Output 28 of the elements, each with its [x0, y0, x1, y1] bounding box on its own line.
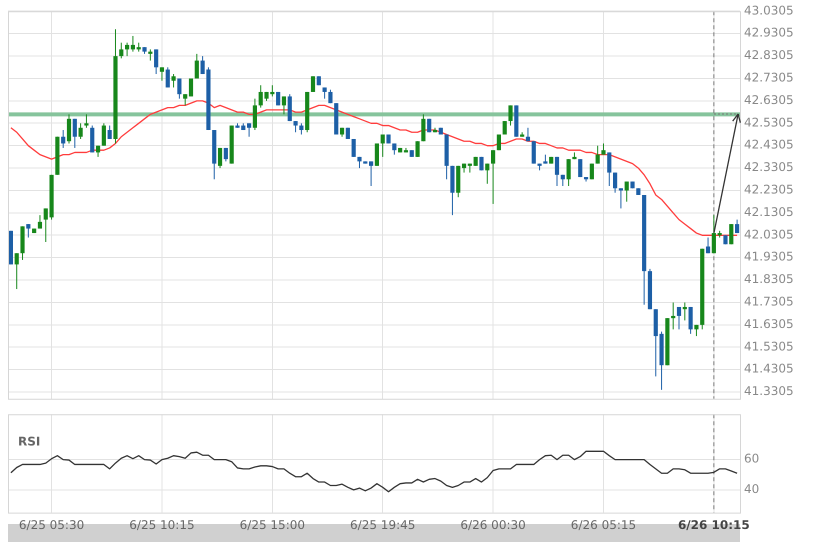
x-tick-label: 6/25 19:45 — [350, 518, 416, 532]
y-tick-label: 41.4305 — [744, 362, 794, 376]
y-tick-label: 43.0305 — [744, 3, 794, 18]
y-tick-label: 42.9305 — [744, 26, 794, 40]
y-tick-label: 42.5305 — [744, 115, 794, 130]
y-tick-label: 42.7305 — [744, 70, 794, 85]
y-tick-label: 41.3305 — [744, 384, 794, 398]
y-tick-label: 42.0305 — [744, 227, 794, 242]
y-tick-label: 42.6305 — [744, 92, 794, 107]
x-tick-label: 6/25 05:30 — [18, 518, 84, 532]
x-tick-label: 6/26 10:15 — [678, 518, 750, 532]
y-tick-label: 41.9305 — [744, 250, 794, 264]
y-tick-label: 41.5305 — [744, 339, 794, 354]
x-tick-label: 6/25 15:00 — [240, 518, 306, 532]
x-tick-label: 6/26 05:15 — [570, 518, 636, 532]
y-tick-label: 42.1305 — [744, 204, 794, 219]
text: RSI — [18, 434, 40, 448]
y-tick-label: 41.8305 — [744, 272, 794, 286]
y-tick-label: 40 — [744, 482, 760, 496]
y-tick-label: 41.6305 — [744, 316, 794, 331]
y-tick-label: 42.2305 — [744, 182, 794, 197]
y-tick-label: 42.8305 — [744, 48, 794, 62]
x-tick-label: 6/25 10:15 — [129, 518, 195, 532]
x-tick-label: 6/26 00:30 — [460, 518, 526, 532]
y-tick-label: 60 — [744, 452, 760, 466]
y-tick-label: 42.4305 — [744, 138, 794, 152]
y-tick-label: 41.7305 — [744, 294, 794, 308]
y-tick-label: 42.3305 — [744, 160, 794, 174]
